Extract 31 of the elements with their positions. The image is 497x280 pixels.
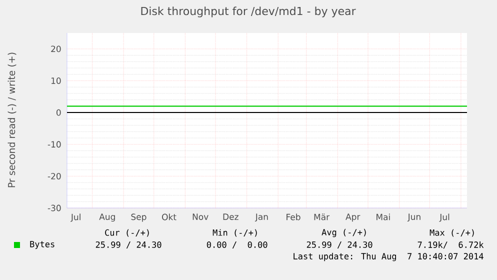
legend-label: Bytes	[30, 241, 54, 249]
text: 0.00 / 0.00	[206, 241, 268, 249]
x-tick-label: Feb	[286, 214, 300, 220]
y-axis-title: Pr second read (-) / write (+)	[8, 52, 16, 188]
y-tick-label: -10	[48, 141, 61, 148]
text: Max (-/+)	[430, 229, 474, 237]
text: 25.99 / 24.30	[96, 241, 162, 249]
y-tick-label: -30	[48, 204, 61, 212]
text: 7.19k/ 6.72k	[418, 241, 484, 249]
x-tick-label: Jan	[254, 214, 268, 222]
x-tick-label: Jun	[407, 214, 420, 222]
x-tick-label: Jul	[70, 214, 80, 222]
x-tick-label: Mai	[376, 214, 390, 220]
y-tick-label: -20	[48, 172, 61, 180]
y-tick-label: 0	[56, 109, 61, 116]
text: Last update: Thu Aug 7 10:40:07 2014	[294, 252, 484, 262]
text: Avg (-/+)	[322, 228, 366, 238]
x-tick-label: Dez	[223, 214, 238, 220]
x-tick-label: Okt	[162, 214, 176, 220]
x-tick-label: Nov	[192, 214, 208, 220]
chart-title: Disk throughput for /dev/md1 - by year	[141, 6, 356, 18]
y-tick-label: 10	[51, 78, 61, 84]
x-tick-label: Sep	[131, 214, 146, 222]
x-tick-label: Apr	[346, 214, 360, 222]
text: Min (-/+)	[212, 229, 257, 237]
x-tick-label: Aug	[99, 214, 115, 222]
x-tick-label: Jul	[439, 214, 450, 222]
y-tick-label: 20	[51, 46, 61, 52]
text: 25.99 / 24.30	[306, 241, 372, 249]
text: Cur (-/+)	[105, 229, 149, 237]
x-tick-label: Mär	[314, 214, 330, 220]
